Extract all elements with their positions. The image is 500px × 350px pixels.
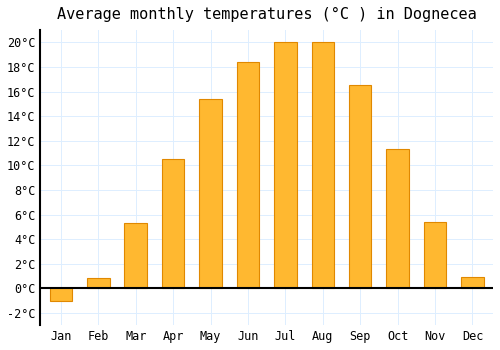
Title: Average monthly temperatures (°C ) in Dognecea: Average monthly temperatures (°C ) in Do… (57, 7, 476, 22)
Bar (386, 149, 409, 288)
Bar (124, 223, 147, 288)
Bar (462, 277, 483, 288)
Bar (274, 42, 296, 288)
Bar (312, 42, 334, 288)
Bar (87, 279, 110, 288)
Bar (236, 62, 259, 288)
Bar (200, 99, 222, 288)
Bar (424, 222, 446, 288)
Bar (162, 159, 184, 288)
Bar (349, 85, 372, 288)
Bar (50, 288, 72, 301)
